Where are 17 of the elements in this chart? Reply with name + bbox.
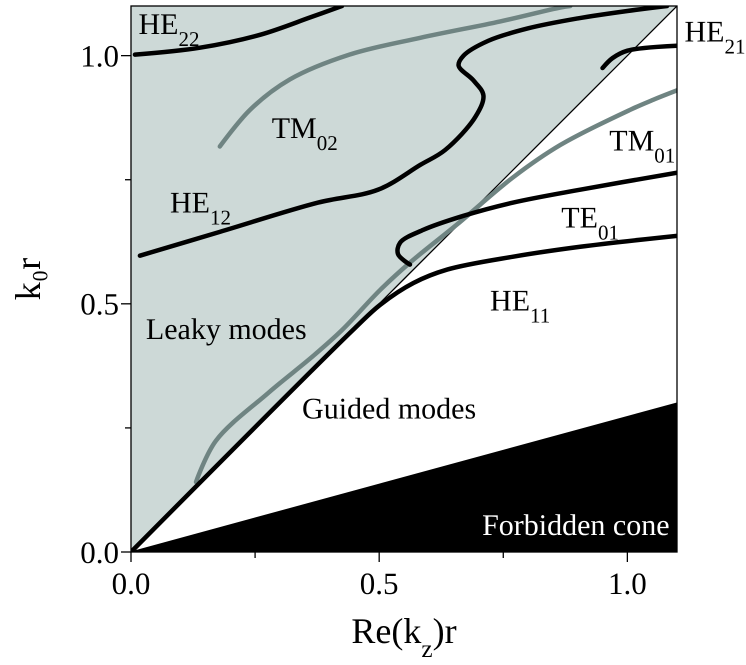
annotation: Guided modes [302, 392, 476, 426]
x-axis-title: Re(k$_{z}$)r [351, 611, 457, 662]
x-tick-label: 1.0 [608, 566, 647, 601]
annotation: Leaky modes [146, 313, 307, 346]
y-tick-label: 0.5 [80, 286, 119, 322]
x-tick-label: 0.5 [360, 566, 399, 601]
series-label: HE$_{22}$ [138, 8, 200, 51]
series-label: HE$_{11}$ [490, 284, 550, 328]
y-tick-label: 1.0 [80, 38, 119, 74]
series-label: TM$_{02}$ [272, 112, 338, 156]
series-label: HE$_{21}$ [684, 15, 746, 58]
series-label: TE$_{01}$ [561, 201, 619, 244]
line-series [218, 6, 573, 149]
series-label: HE$_{12}$ [170, 186, 231, 230]
annotation: Forbidden cone [482, 509, 670, 542]
series-label: TM$_{01}$ [609, 124, 676, 168]
y-axis-title: k₀r [8, 258, 48, 300]
